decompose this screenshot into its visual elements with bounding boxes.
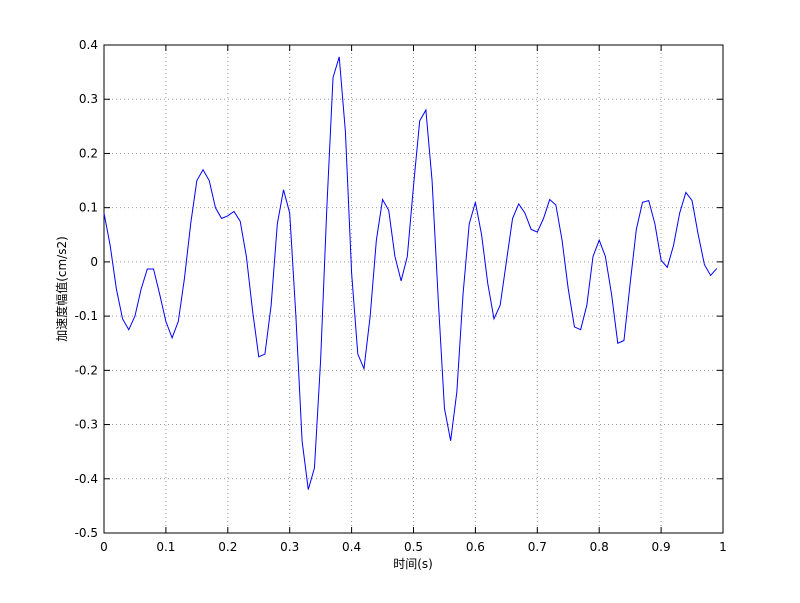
x-tick-label: 0.1 bbox=[156, 540, 175, 554]
x-tick-label: 0.3 bbox=[280, 540, 299, 554]
x-tick-label: 0.9 bbox=[652, 540, 671, 554]
x-tick-label: 1 bbox=[719, 540, 727, 554]
y-tick-label: 0.2 bbox=[79, 146, 98, 160]
y-tick-label: -0.3 bbox=[75, 418, 98, 432]
y-tick-label: -0.4 bbox=[75, 472, 98, 486]
data-line bbox=[103, 56, 718, 490]
x-tick-label: 0 bbox=[100, 540, 108, 554]
y-tick-label: -0.2 bbox=[75, 363, 98, 377]
x-tick-label: 0.8 bbox=[590, 540, 609, 554]
x-axis-label: 时间(s) bbox=[393, 557, 433, 571]
y-tick-label: 0 bbox=[90, 255, 98, 269]
plot-frame bbox=[103, 44, 724, 534]
x-tick-label: 0.5 bbox=[404, 540, 423, 554]
y-tick-label: 0.3 bbox=[79, 92, 98, 106]
y-axis-label: 加速度幅值(cm/s2) bbox=[54, 236, 69, 342]
y-tick-label: -0.5 bbox=[75, 526, 98, 540]
x-tick-label: 0.6 bbox=[466, 540, 485, 554]
x-tick-label: 0.4 bbox=[342, 540, 361, 554]
y-tick-label: 0.1 bbox=[79, 201, 98, 215]
y-tick-label: 0.4 bbox=[79, 38, 98, 52]
y-tick-label: -0.1 bbox=[75, 309, 98, 323]
x-tick-label: 0.7 bbox=[528, 540, 547, 554]
x-tick-label: 0.2 bbox=[218, 540, 237, 554]
